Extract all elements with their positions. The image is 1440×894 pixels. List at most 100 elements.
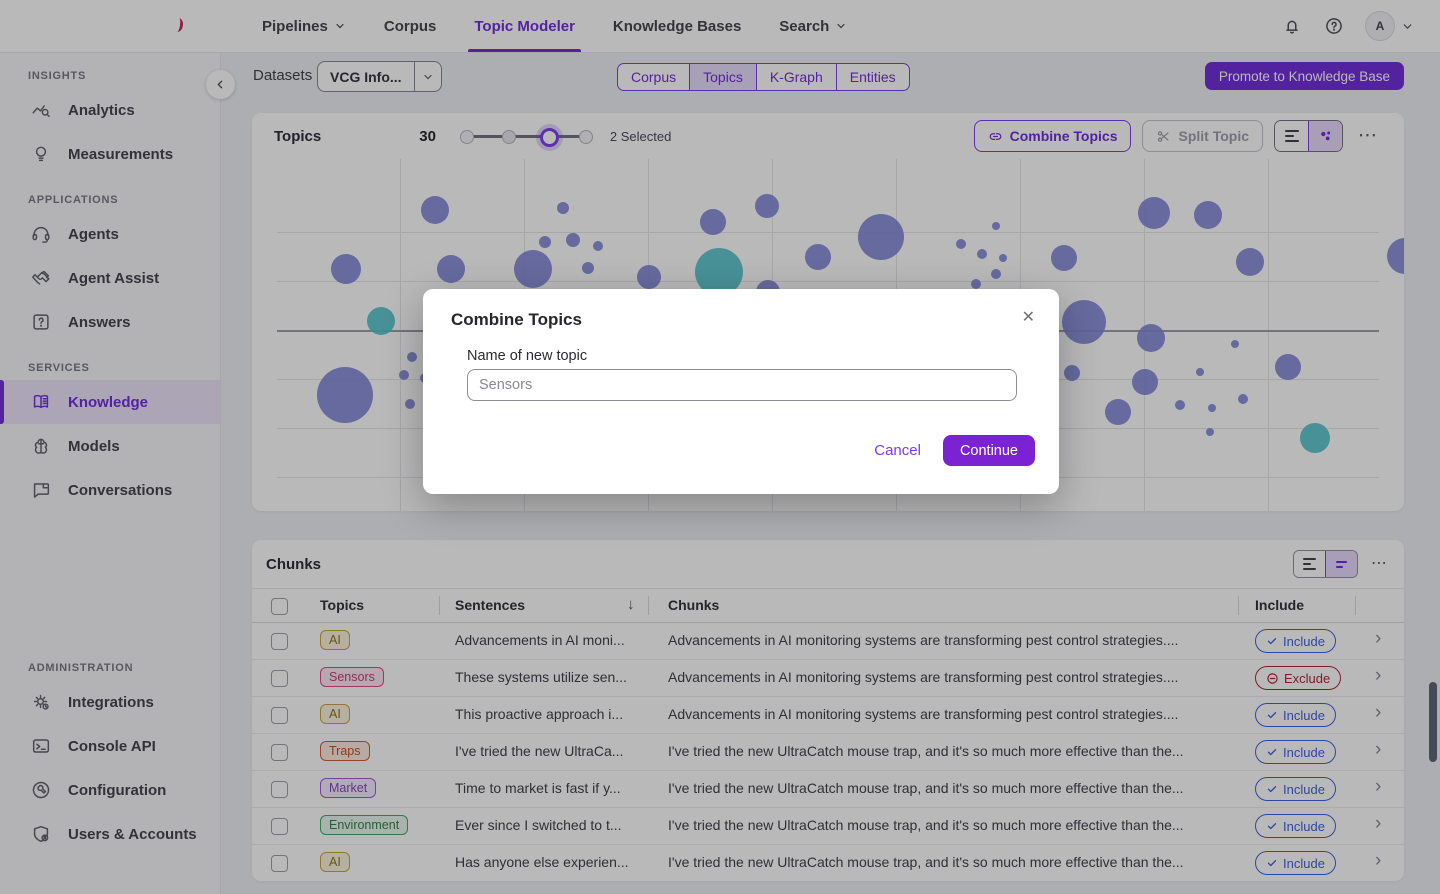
topic-bubble[interactable] [1138,197,1170,229]
topic-tag[interactable]: AI [320,852,350,872]
sidebar-item-integrations[interactable]: Integrations [0,680,220,724]
sidebar-item-analytics[interactable]: Analytics [0,88,220,132]
topic-bubble[interactable] [1275,354,1301,380]
topic-bubble[interactable] [1175,400,1185,410]
cancel-button[interactable]: Cancel [874,442,921,459]
topic-bubble[interactable] [1196,368,1204,376]
more-options-icon[interactable]: ⋯ [1371,555,1388,572]
dataset-select[interactable]: VCG Info... [317,61,442,92]
nav-item-topic-modeler[interactable]: Topic Modeler [468,0,581,52]
topic-bubble[interactable] [1194,201,1222,229]
list-view-button[interactable] [1275,121,1308,151]
topic-bubble[interactable] [956,239,966,249]
topics-count-slider[interactable] [458,126,594,147]
topic-bubble[interactable] [1300,423,1330,453]
chevron-right-icon[interactable]: › [1375,850,1382,871]
sidebar-item-agents[interactable]: Agents [0,212,220,256]
topic-bubble[interactable] [437,255,465,283]
row-checkbox[interactable] [271,781,288,798]
more-options-icon[interactable]: ⋯ [1358,125,1378,146]
table-row[interactable]: Environment Ever since I switched to t...… [252,808,1404,845]
row-checkbox[interactable] [271,670,288,687]
topic-bubble[interactable] [971,279,981,289]
bell-icon[interactable] [1281,15,1303,37]
topic-bubble[interactable] [1137,324,1165,352]
help-icon[interactable] [1323,15,1345,37]
topic-bubble[interactable] [1206,428,1214,436]
split-topic-button[interactable]: Split Topic [1142,120,1263,152]
topic-bubble[interactable] [1132,369,1158,395]
topic-bubble[interactable] [858,214,904,260]
promote-to-knowledge-base-button[interactable]: Promote to Knowledge Base [1204,62,1404,90]
topic-tag[interactable]: Traps [320,741,370,761]
topic-bubble[interactable] [539,236,551,248]
table-row[interactable]: AI Advancements in AI moni... Advancements… [252,623,1404,660]
chevron-right-icon[interactable]: › [1375,776,1382,797]
table-row[interactable]: Market Time to market is fast if y... I've… [252,771,1404,808]
nav-item-pipelines[interactable]: Pipelines [262,0,346,52]
close-icon[interactable]: ✕ [1021,309,1035,326]
sidebar-collapse-button[interactable] [206,70,235,99]
row-checkbox[interactable] [271,633,288,650]
topic-bubble[interactable] [566,233,580,247]
topic-bubble[interactable] [1105,399,1131,425]
select-all-checkbox[interactable] [271,598,288,615]
topic-bubble[interactable] [593,241,603,251]
continue-button[interactable]: Continue [942,435,1035,466]
slider-stop[interactable] [501,130,516,144]
topic-bubble[interactable] [1231,340,1239,348]
topic-bubble[interactable] [405,399,415,409]
include-status-badge[interactable]: Include [1255,814,1336,838]
topic-bubble[interactable] [1064,365,1080,381]
nav-item-search[interactable]: Search [779,0,847,52]
include-status-badge[interactable]: Include [1255,740,1336,764]
sidebar-item-measurements[interactable]: Measurements [0,132,220,176]
column-sentences[interactable]: Sentences [455,597,526,613]
sidebar-item-users-accounts[interactable]: Users & Accounts [0,812,220,856]
sidebar-item-agent-assist[interactable]: Agent Assist [0,256,220,300]
topic-bubble[interactable] [407,352,417,362]
topic-bubble[interactable] [991,269,1001,279]
chevron-right-icon[interactable]: › [1375,813,1382,834]
slider-stop[interactable] [578,130,593,144]
topic-tag[interactable]: Sensors [320,667,384,687]
nav-item-knowledge-bases[interactable]: Knowledge Bases [613,0,741,52]
topic-tag[interactable]: Market [320,778,377,798]
sidebar-item-models[interactable]: Models [0,424,220,468]
row-checkbox[interactable] [271,818,288,835]
include-status-badge[interactable]: Include [1255,629,1336,653]
tab-entities[interactable]: Entities [835,64,909,90]
topic-bubble[interactable] [999,254,1007,262]
topic-bubble[interactable] [514,250,552,288]
topic-bubble[interactable] [557,202,569,214]
topic-bubble[interactable] [695,248,743,296]
topic-bubble[interactable] [992,222,1000,230]
tab-corpus[interactable]: Corpus [631,69,677,85]
bubble-view-button[interactable] [1308,121,1342,151]
include-status-badge[interactable]: Exclude [1255,666,1342,690]
combine-topics-button[interactable]: Combine Topics [973,120,1132,152]
sort-descending-icon[interactable]: ↓ [627,596,635,613]
topic-bubble[interactable] [331,254,361,284]
topic-bubble[interactable] [1062,300,1106,344]
table-row[interactable]: Sensors These systems utilize sen... Advan… [252,660,1404,697]
topic-tag[interactable]: Environment [320,815,409,835]
include-status-badge[interactable]: Include [1255,851,1336,875]
sidebar-item-configuration[interactable]: Configuration [0,768,220,812]
vertical-scrollbar[interactable] [1429,682,1437,762]
topic-bubble[interactable] [700,209,726,235]
compact-list-view-button[interactable] [1325,551,1357,577]
sidebar-item-console-api[interactable]: Console API [0,724,220,768]
table-row[interactable]: AI Has anyone else experien... I've tried … [252,845,1404,881]
row-checkbox[interactable] [271,744,288,761]
topic-bubble[interactable] [367,307,395,335]
sidebar-item-conversations[interactable]: Conversations [0,468,220,512]
nav-item-corpus[interactable]: Corpus [384,0,437,52]
topic-bubble[interactable] [755,194,779,218]
topic-tag[interactable]: AI [320,704,350,724]
row-checkbox[interactable] [271,707,288,724]
account-menu[interactable]: A [1365,11,1414,41]
chevron-right-icon[interactable]: › [1375,628,1382,649]
table-row[interactable]: Traps I've tried the new UltraCa... I've t… [252,734,1404,771]
chevron-right-icon[interactable]: › [1375,702,1382,723]
